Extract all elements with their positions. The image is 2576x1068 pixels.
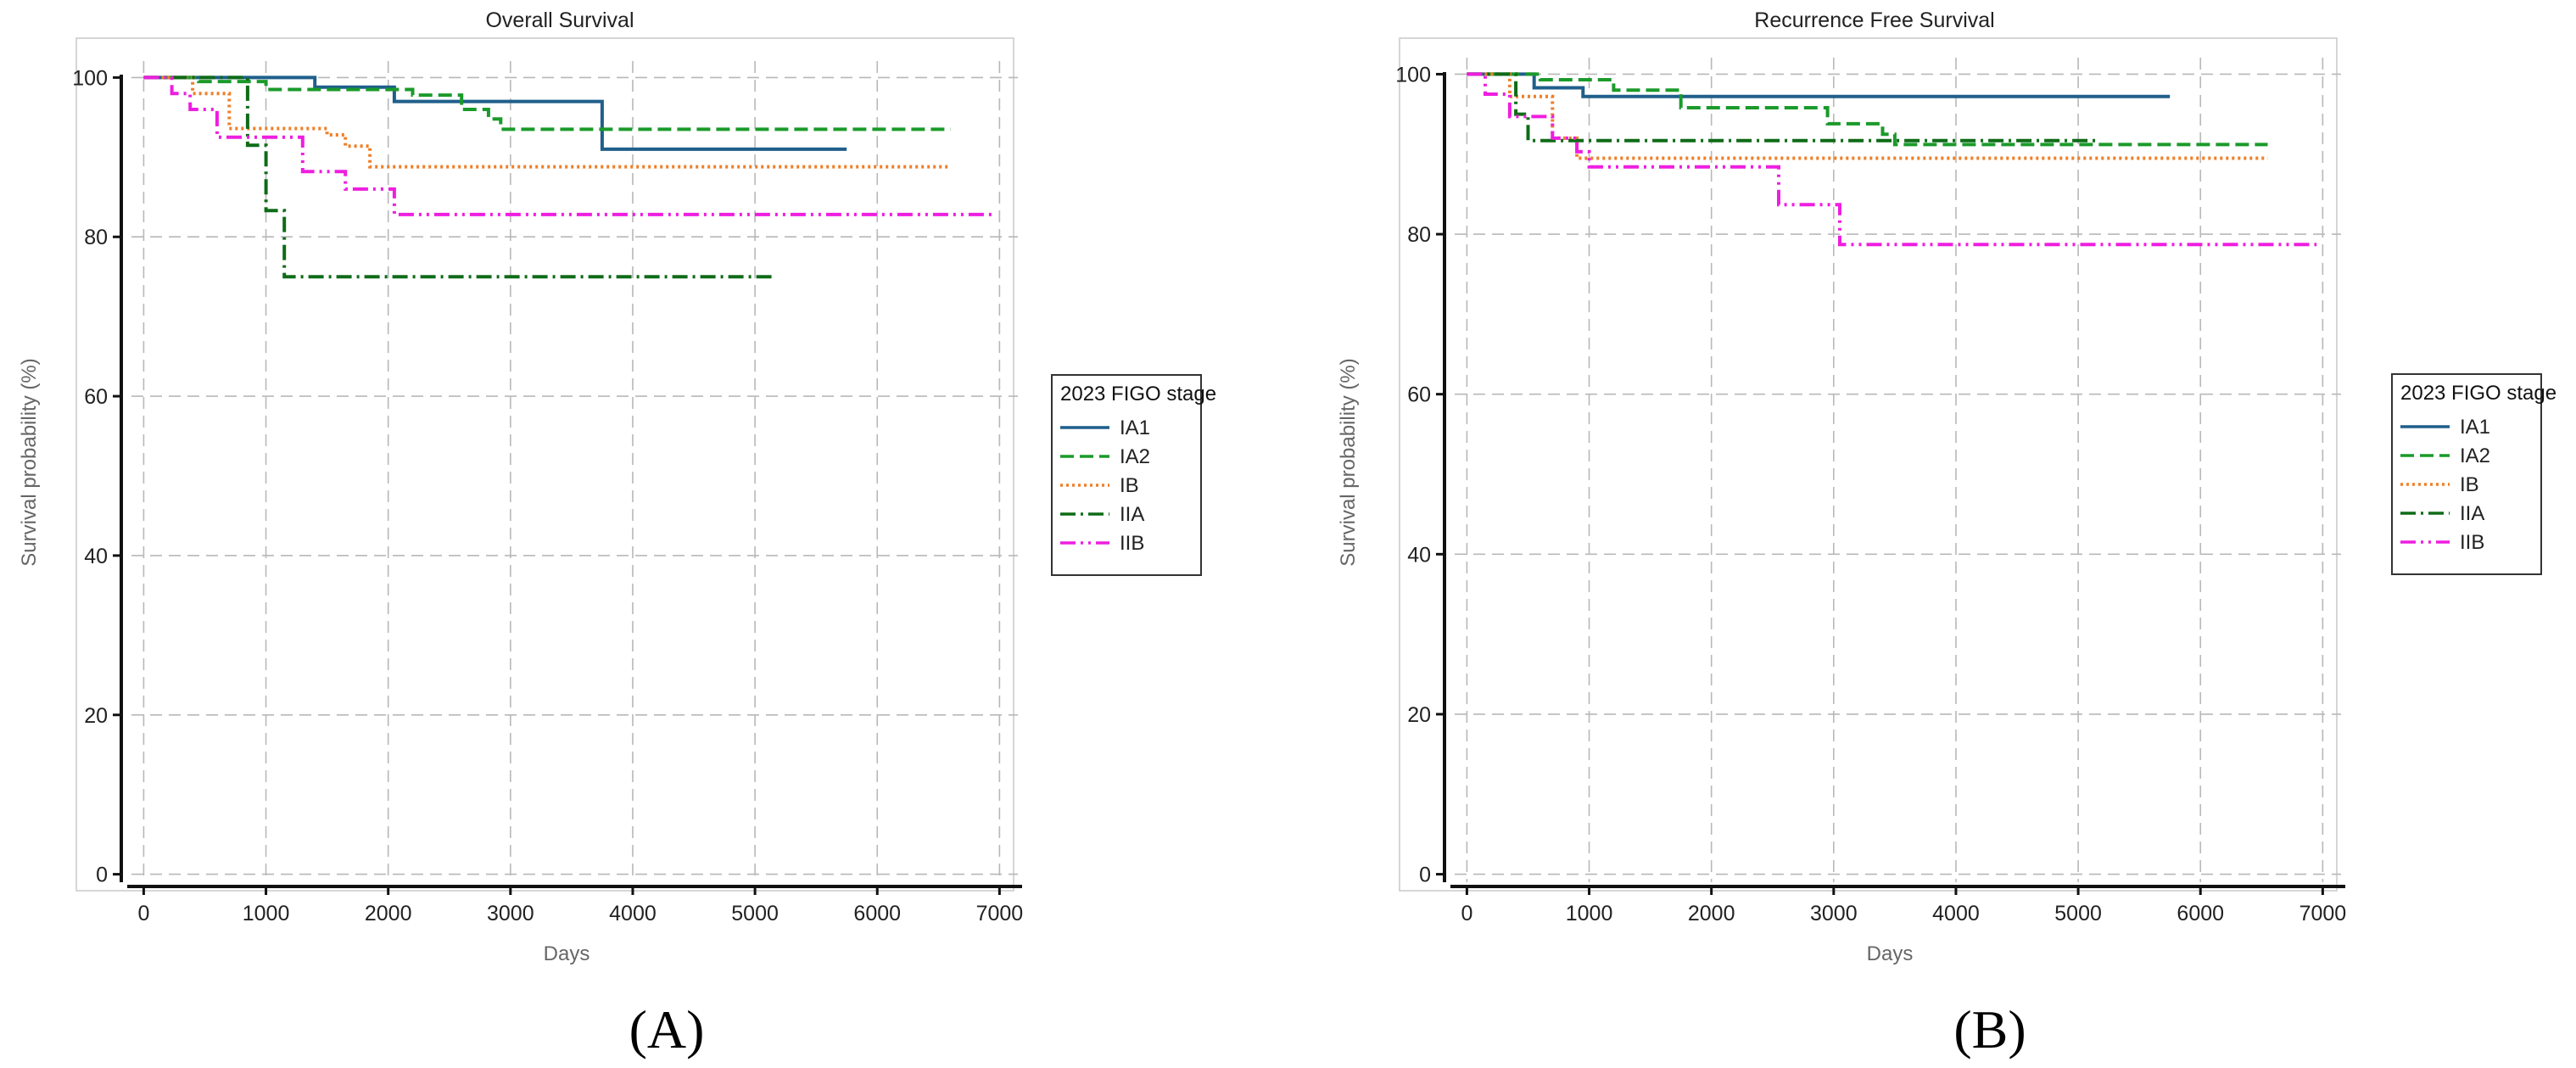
legend-label-ia1: IA1 bbox=[2460, 416, 2490, 439]
x-tick-label: 0 bbox=[1461, 902, 1472, 925]
y-tick-label: 60 bbox=[84, 385, 108, 409]
legend: 2023 FIGO stage IA1 IA2 IB IIA IIB bbox=[1051, 374, 1216, 576]
legend-box bbox=[1051, 374, 1202, 576]
series-line-ia1 bbox=[143, 75, 847, 151]
x-axis-label: Days bbox=[544, 942, 590, 965]
y-tick-label: 20 bbox=[84, 704, 108, 728]
legend-label-iib: IIB bbox=[1120, 532, 1144, 555]
legend-label-iia: IIA bbox=[2460, 502, 2484, 525]
y-tick-label: 40 bbox=[84, 545, 108, 568]
x-tick-label: 1000 bbox=[1566, 902, 1613, 925]
x-tick-label: 6000 bbox=[853, 902, 901, 925]
panel-a-chart: Overall Survival 0 1000 2000 3000 4000 5000 60… bbox=[18, 8, 1216, 1060]
series-line-ib bbox=[1467, 72, 2268, 160]
x-tick-label: 1000 bbox=[243, 902, 290, 925]
y-tick-label: 80 bbox=[1407, 223, 1431, 247]
legend-box bbox=[2391, 373, 2542, 575]
legend-label-iia: IIA bbox=[1120, 503, 1144, 526]
y-tick-label: 100 bbox=[1395, 63, 1431, 87]
x-tick-label: 7000 bbox=[976, 902, 1024, 925]
y-tick-label: 20 bbox=[1407, 703, 1431, 727]
x-tick-label: 5000 bbox=[2054, 902, 2102, 925]
x-axis-label: Days bbox=[1867, 942, 1914, 965]
series-line-iia bbox=[1467, 72, 2097, 143]
x-tick-label: 3000 bbox=[487, 902, 534, 925]
x-tick-label: 2000 bbox=[365, 902, 412, 925]
panel-b-chart: Recurrence Free Survival 0 1000 2000 3000 40… bbox=[1337, 8, 2556, 1060]
legend-title: 2023 FIGO stage bbox=[1060, 383, 1216, 405]
plot-frame bbox=[1399, 37, 2338, 892]
y-tick-label: 0 bbox=[1419, 864, 1431, 887]
panel-label: (A) bbox=[629, 999, 705, 1060]
y-axis-label: Survival probability (%) bbox=[1337, 358, 1360, 566]
legend-label-ib: IB bbox=[1120, 474, 1139, 497]
y-tick-label: 0 bbox=[96, 864, 108, 887]
x-tick-label: 5000 bbox=[731, 902, 779, 925]
x-tick-label: 0 bbox=[137, 902, 149, 925]
y-tick-label: 80 bbox=[84, 226, 108, 249]
legend-label-ia2: IA2 bbox=[2460, 445, 2490, 467]
series-line-iia bbox=[143, 75, 774, 279]
chart-title: Overall Survival bbox=[485, 8, 634, 32]
y-tick-label: 100 bbox=[72, 66, 108, 90]
legend-label-ia2: IA2 bbox=[1120, 445, 1150, 468]
series-line-ia2 bbox=[1467, 72, 2268, 147]
legend-label-ib: IB bbox=[2460, 473, 2479, 496]
legend-title: 2023 FIGO stage bbox=[2400, 382, 2556, 405]
y-axis-label: Survival probability (%) bbox=[18, 358, 41, 566]
x-tick-label: 4000 bbox=[609, 902, 657, 925]
y-tick-label: 60 bbox=[1407, 383, 1431, 407]
legend-label-iib: IIB bbox=[2460, 531, 2484, 554]
series-line-ia2 bbox=[143, 75, 951, 131]
panel-label: (B) bbox=[1953, 999, 2026, 1060]
x-tick-label: 3000 bbox=[1810, 902, 1858, 925]
legend: 2023 FIGO stage IA1 IA2 IB IIA IIB bbox=[2391, 373, 2556, 575]
x-tick-label: 4000 bbox=[1932, 902, 1980, 925]
x-tick-label: 7000 bbox=[2299, 902, 2347, 925]
chart-title: Recurrence Free Survival bbox=[1754, 8, 1994, 32]
legend-label-ia1: IA1 bbox=[1120, 417, 1150, 439]
series-line-ia1 bbox=[1467, 72, 2171, 98]
series-line-ib bbox=[143, 75, 951, 169]
x-tick-label: 2000 bbox=[1688, 902, 1735, 925]
plot-frame bbox=[75, 37, 1014, 892]
series-line-iib bbox=[143, 75, 994, 216]
y-tick-label: 40 bbox=[1407, 543, 1431, 567]
x-tick-label: 6000 bbox=[2176, 902, 2224, 925]
series-line-iib bbox=[1467, 72, 2317, 247]
